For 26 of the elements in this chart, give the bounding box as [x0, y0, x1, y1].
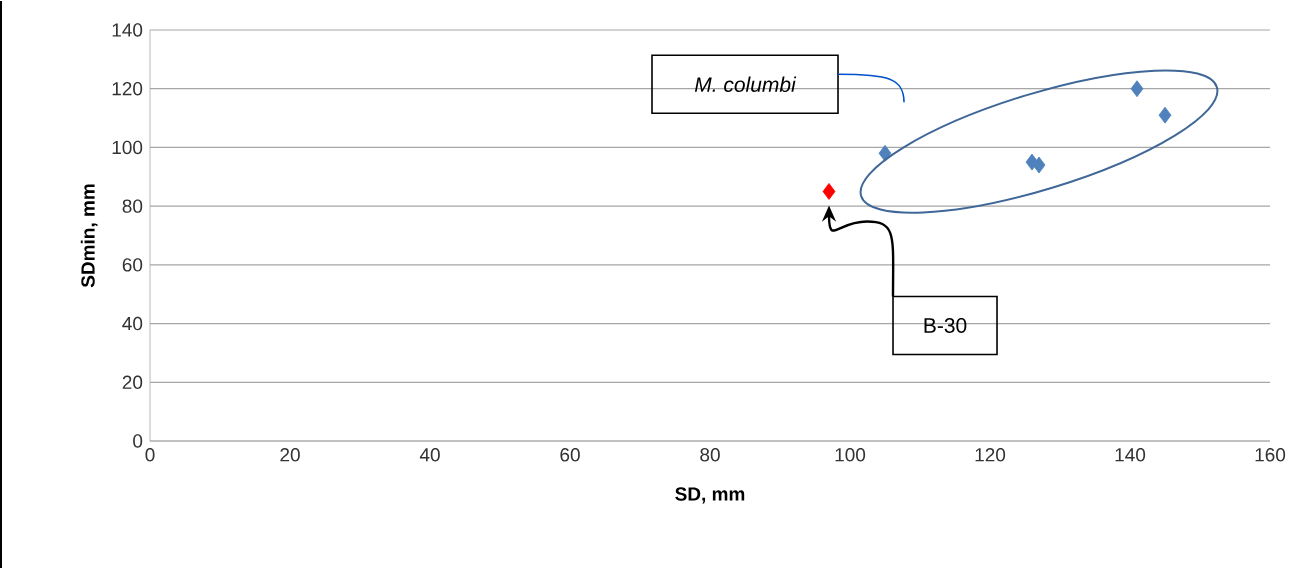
annotation: M. columbi [694, 76, 797, 93]
x-tick-label: 80 [700, 448, 720, 462]
point [822, 183, 836, 200]
annotation: B-30 [924, 318, 967, 333]
point [1130, 80, 1144, 98]
point [878, 144, 892, 162]
y-tick-label: 60 [122, 258, 143, 272]
point [1158, 106, 1172, 124]
x-tick-label: 40 [419, 448, 440, 462]
x-tick-label: 120 [975, 448, 1006, 462]
x-tick-label: 100 [835, 448, 866, 462]
y-tick-label: 120 [112, 81, 143, 96]
x-tick-label: 60 [560, 448, 580, 462]
y-tick-label: 40 [122, 316, 143, 331]
x-tick-label: 140 [1115, 448, 1146, 462]
point [1032, 156, 1046, 174]
y-axis-title: SDmin, mm [80, 184, 98, 288]
x-tick-label: 160 [1255, 448, 1286, 462]
x-axis-title: SD, mm [675, 487, 745, 504]
y-tick-label: 20 [122, 375, 143, 390]
y-tick-label: 140 [112, 23, 143, 37]
y-tick-label: 80 [122, 199, 143, 213]
x-tick-label: 20 [280, 448, 300, 462]
y-tick-label: 0 [133, 434, 143, 448]
x-tick-label: 0 [145, 448, 155, 462]
y-tick-label: 100 [112, 140, 143, 155]
